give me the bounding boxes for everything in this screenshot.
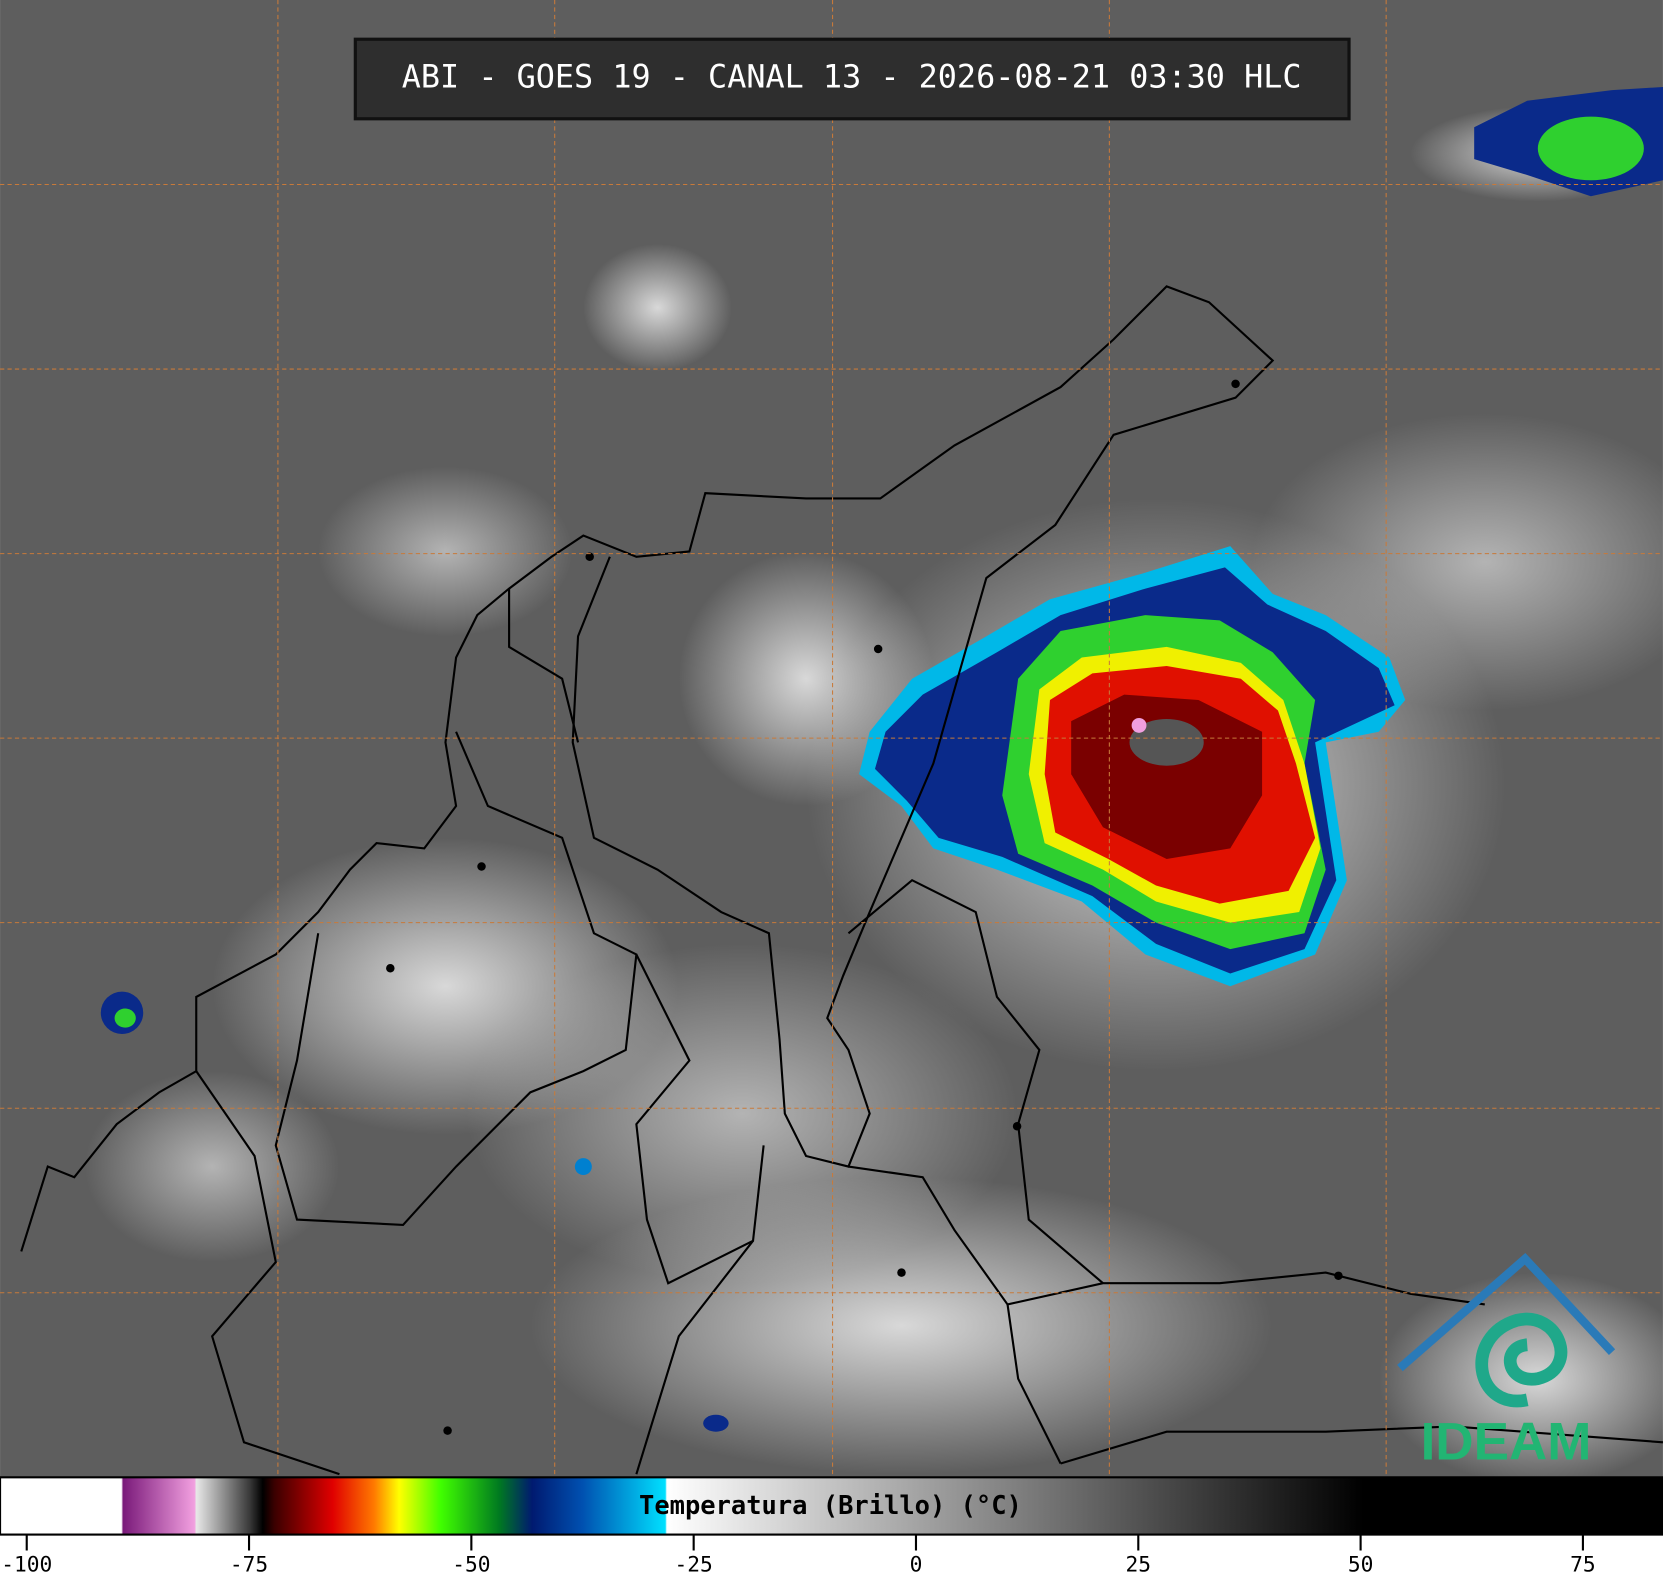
tick-label: 75 (1570, 1552, 1596, 1577)
logo: IDEAM (1397, 1252, 1616, 1471)
colorbar-label: Temperatura (Brillo) (°C) (639, 1491, 1022, 1521)
tick-label: 0 (910, 1552, 923, 1577)
title: ABI - GOES 19 - CANAL 13 - 2026-08-21 03… (402, 57, 1302, 95)
borders (20, 285, 1663, 1476)
tick-label: 50 (1348, 1552, 1374, 1577)
colorbar (0, 1476, 1663, 1536)
tick-label: -75 (230, 1552, 268, 1577)
graticule (0, 0, 1663, 1478)
small-storm-cells (100, 86, 1663, 1432)
tick-label: -50 (452, 1552, 490, 1577)
tick-label: -100 (1, 1552, 52, 1577)
tick-label: 25 (1126, 1552, 1152, 1577)
title-box (353, 37, 1351, 121)
logo-text: IDEAM (1421, 1412, 1592, 1471)
colorbar-ticks: -100 -75 -50 -25 0 25 50 75 (1, 1534, 1596, 1577)
tick-label: -25 (675, 1552, 713, 1577)
city-dots (386, 379, 1343, 1435)
storm-system (859, 546, 1406, 987)
